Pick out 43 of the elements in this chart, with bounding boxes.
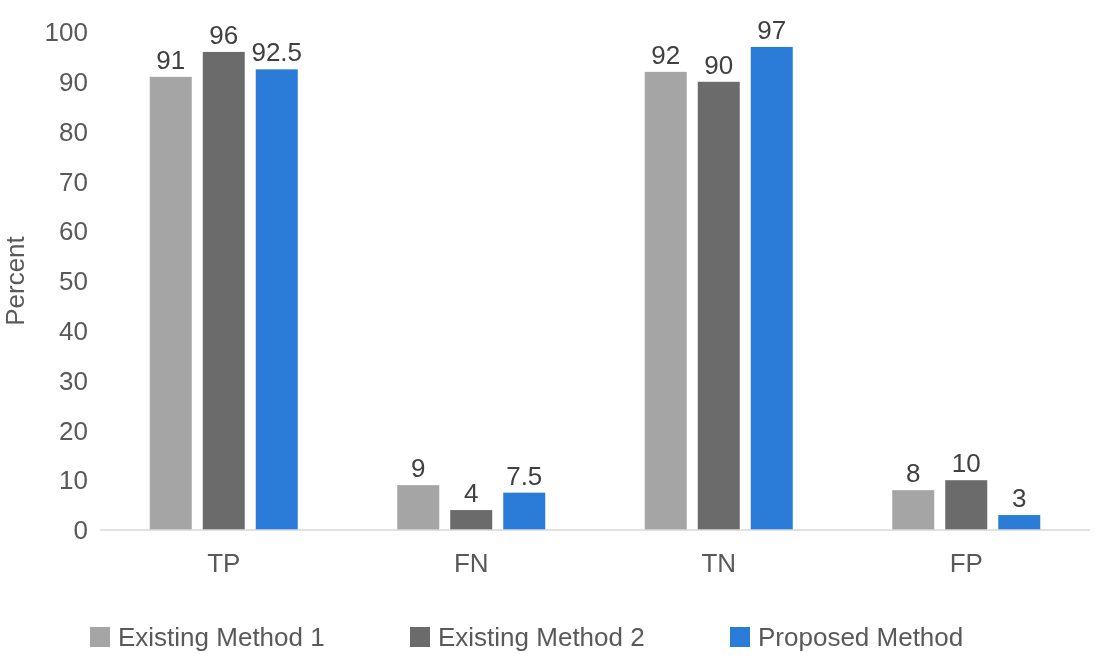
data-label: 96: [209, 19, 239, 50]
data-label: 3: [1012, 483, 1027, 514]
y-tick-label: 40: [59, 315, 88, 346]
bar: [892, 490, 935, 530]
data-label: 10: [951, 448, 981, 479]
bar: [945, 480, 988, 530]
x-tick-label: FN: [453, 548, 489, 578]
data-label: 9: [411, 453, 426, 484]
bar: [644, 71, 687, 530]
y-tick-label: 10: [59, 465, 88, 496]
x-tick-label: FP: [949, 548, 983, 578]
y-tick-label: 20: [59, 415, 88, 446]
bar: [750, 46, 793, 530]
data-label: 8: [906, 458, 921, 489]
bar: [503, 492, 546, 530]
y-tick-label: 50: [59, 266, 88, 297]
bar: [202, 51, 245, 530]
y-tick-label: 30: [59, 365, 88, 396]
data-label: 4: [464, 478, 479, 509]
y-axis-title: Percent: [0, 235, 30, 326]
y-tick-label: 60: [59, 216, 88, 247]
data-label: 97: [757, 14, 787, 45]
y-tick-label: 70: [59, 166, 88, 197]
y-tick-label: 0: [73, 515, 88, 546]
y-tick-label: 100: [44, 17, 88, 48]
data-label: 90: [704, 49, 734, 80]
y-tick-label: 80: [59, 116, 88, 147]
bar: [998, 515, 1041, 530]
x-tick-label: TN: [701, 548, 737, 578]
data-label: 7.5: [506, 460, 543, 491]
bar: [397, 485, 440, 530]
bar: [450, 510, 493, 530]
data-label: 91: [156, 44, 186, 75]
legend-label: Existing Method 2: [438, 622, 645, 653]
legend-label: Existing Method 1: [118, 622, 325, 653]
bar: [697, 81, 740, 530]
x-tick-label: TP: [207, 548, 241, 578]
bar: [255, 69, 298, 530]
y-tick-label: 90: [59, 66, 88, 97]
data-label: 92.5: [251, 37, 303, 68]
legend-label: Proposed Method: [758, 622, 964, 653]
bar: [149, 76, 192, 530]
data-label: 92: [651, 39, 681, 70]
